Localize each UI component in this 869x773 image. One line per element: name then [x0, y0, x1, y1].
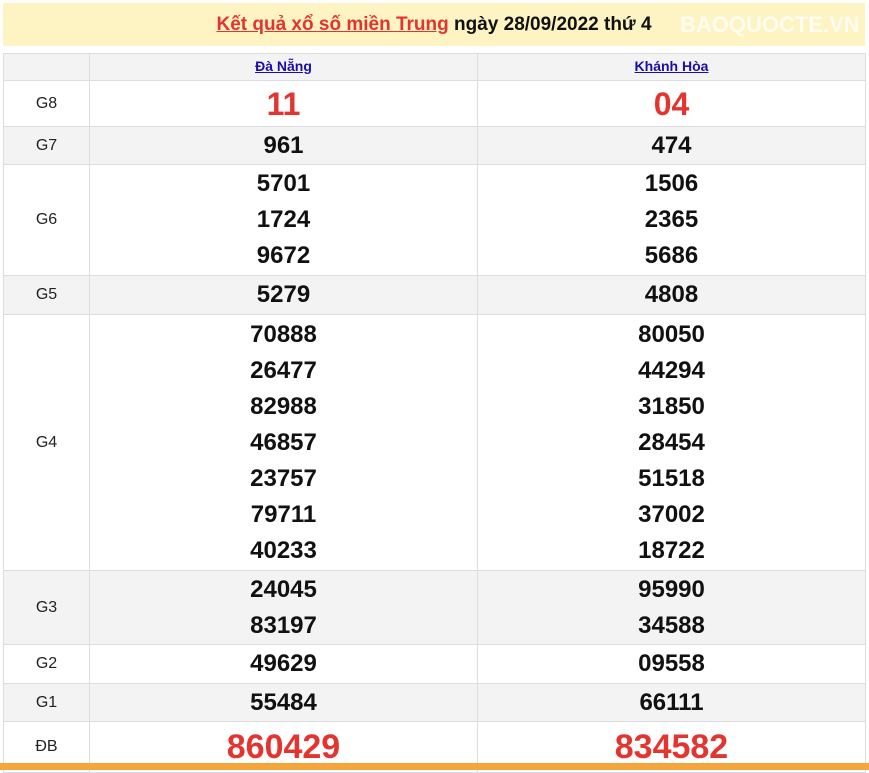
- results-link[interactable]: Kết quả xổ số miền Trung: [216, 14, 449, 35]
- prize-cell: 70888 26477 82988 46857 23757 79711 40233: [89, 314, 478, 571]
- prize-number: 46857: [250, 428, 317, 456]
- prize-cell: 5701 1724 9672: [89, 164, 478, 276]
- prize-label: G5: [3, 275, 90, 315]
- prize-number: 44294: [638, 356, 705, 384]
- prize-cell: 1506 2365 5686: [477, 164, 866, 276]
- table-row: G2 49629 09558: [3, 644, 866, 684]
- page-title: Kết quả xổ số miền Trung ngày 28/09/2022…: [3, 3, 865, 46]
- prize-cell: 4808: [477, 275, 866, 315]
- prize-number: 961: [263, 131, 304, 159]
- prize-number: 860429: [226, 728, 341, 766]
- province-link-khanh-hoa[interactable]: Khánh Hòa: [634, 58, 709, 74]
- prize-cell: 11: [89, 80, 478, 127]
- prize-number: 83197: [250, 611, 317, 639]
- prize-number: 82988: [250, 392, 317, 420]
- prize-number: 1724: [256, 206, 311, 233]
- prize-cell: 24045 83197: [89, 570, 478, 645]
- table-header: Đà Nẵng Khánh Hòa: [3, 53, 866, 81]
- prize-label: G3: [3, 570, 90, 645]
- prize-number: 66111: [639, 688, 704, 716]
- prize-label: G7: [3, 126, 90, 165]
- prize-number: 04: [653, 85, 690, 122]
- prize-cell: 80050 44294 31850 28454 51518 37002 18722: [477, 314, 866, 571]
- prize-cell: 95990 34588: [477, 570, 866, 645]
- prize-cell: 474: [477, 126, 866, 165]
- prize-cell: 04: [477, 80, 866, 127]
- prize-number: 79711: [250, 500, 317, 528]
- prize-number: 9672: [256, 242, 311, 269]
- prize-number: 95990: [638, 575, 705, 603]
- prize-number: 1506: [644, 170, 699, 197]
- table-row: G7 961 474: [3, 126, 866, 165]
- prize-cell: 961: [89, 126, 478, 165]
- table-row: G5 5279 4808: [3, 275, 866, 315]
- prize-number: 55484: [250, 688, 317, 716]
- prize-number: 23757: [250, 464, 317, 492]
- prize-number: 28454: [638, 428, 705, 456]
- prize-number: 5686: [644, 242, 699, 269]
- prize-number: 70888: [250, 320, 317, 348]
- prize-number: 26477: [250, 356, 317, 384]
- prize-cell: 49629: [89, 644, 478, 684]
- table-row: G1 55484 66111: [3, 683, 866, 722]
- prize-cell: 09558: [477, 644, 866, 684]
- prize-label: G1: [3, 683, 90, 722]
- prize-number: 5701: [256, 170, 311, 197]
- table-row: G3 24045 83197 95990 34588: [3, 570, 866, 645]
- prize-number: 09558: [638, 650, 705, 677]
- prize-number: 31850: [638, 392, 705, 420]
- prize-label: G4: [3, 314, 90, 571]
- prize-number: 18722: [638, 536, 705, 564]
- prize-number: 40233: [250, 536, 317, 564]
- prize-number: 2365: [644, 206, 699, 233]
- watermark: BAOQUOCTE.VN: [680, 12, 860, 37]
- prize-cell: 5279: [89, 275, 478, 315]
- footer-bar: [0, 763, 869, 770]
- province-link-da-nang[interactable]: Đà Nẵng: [255, 58, 312, 74]
- date-text: ngày 28/09/2022 thứ 4: [448, 14, 652, 35]
- prize-number: 834582: [614, 728, 729, 766]
- prize-number: 37002: [638, 500, 705, 528]
- prize-label: G6: [3, 164, 90, 276]
- prize-number: 51518: [638, 464, 705, 492]
- table-row: G4 70888 26477 82988 46857 23757 79711 40233 800…: [3, 314, 866, 571]
- table-row: G6 5701 1724 9672 1506 2365 5686: [3, 164, 866, 276]
- prize-number: 5279: [256, 281, 311, 308]
- prize-label: G2: [3, 644, 90, 684]
- prize-number: 474: [651, 131, 692, 159]
- prize-cell: 55484: [89, 683, 478, 722]
- prize-number: 24045: [250, 575, 317, 603]
- prize-number: 4808: [644, 281, 699, 308]
- table-row: G8 11 04: [3, 80, 866, 127]
- header-empty: [3, 53, 90, 81]
- prize-cell: 66111: [477, 683, 866, 722]
- prize-number: 11: [266, 85, 301, 122]
- results-table: Đà Nẵng Khánh Hòa G8 11 04 G7 961 474 G6 5701 17…: [3, 53, 866, 773]
- prize-number: 34588: [638, 611, 705, 639]
- prize-label: G8: [3, 80, 90, 127]
- prize-number: 80050: [638, 320, 705, 348]
- prize-number: 49629: [250, 650, 317, 677]
